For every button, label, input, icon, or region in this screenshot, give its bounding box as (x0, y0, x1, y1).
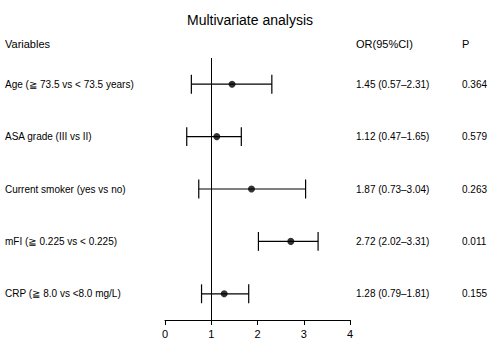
svg-text:4: 4 (347, 328, 353, 340)
svg-text:2: 2 (254, 328, 260, 340)
svg-text:ASA grade (III vs II): ASA grade (III vs II) (5, 131, 92, 142)
svg-text:CRP (≧ 8.0 vs <8.0 mg/L): CRP (≧ 8.0 vs <8.0 mg/L) (5, 288, 121, 299)
svg-text:1.28 (0.79–1.81): 1.28 (0.79–1.81) (356, 288, 429, 299)
svg-text:1.87 (0.73–3.04): 1.87 (0.73–3.04) (356, 184, 429, 195)
svg-text:Multivariate analysis: Multivariate analysis (187, 12, 313, 28)
svg-text:3: 3 (301, 328, 307, 340)
svg-text:mFI (≧ 0.225 vs < 0.225): mFI (≧ 0.225 vs < 0.225) (5, 236, 117, 247)
svg-text:0.263: 0.263 (462, 184, 487, 195)
svg-text:OR(95%CI): OR(95%CI) (356, 38, 413, 50)
svg-text:Current smoker (yes vs no): Current smoker (yes vs no) (5, 184, 126, 195)
svg-text:Variables: Variables (5, 38, 51, 50)
svg-text:0.011: 0.011 (462, 236, 487, 247)
svg-text:1.12 (0.47–1.65): 1.12 (0.47–1.65) (356, 131, 429, 142)
svg-text:0.364: 0.364 (462, 79, 487, 90)
svg-text:0: 0 (162, 328, 168, 340)
svg-text:P: P (462, 38, 469, 50)
svg-text:0.155: 0.155 (462, 288, 487, 299)
svg-text:2.72 (2.02–3.31): 2.72 (2.02–3.31) (356, 236, 429, 247)
svg-text:1.45 (0.57–2.31): 1.45 (0.57–2.31) (356, 79, 429, 90)
svg-text:Age (≧ 73.5 vs < 73.5 years): Age (≧ 73.5 vs < 73.5 years) (5, 79, 134, 90)
svg-text:0.579: 0.579 (462, 131, 487, 142)
svg-text:1: 1 (208, 328, 214, 340)
